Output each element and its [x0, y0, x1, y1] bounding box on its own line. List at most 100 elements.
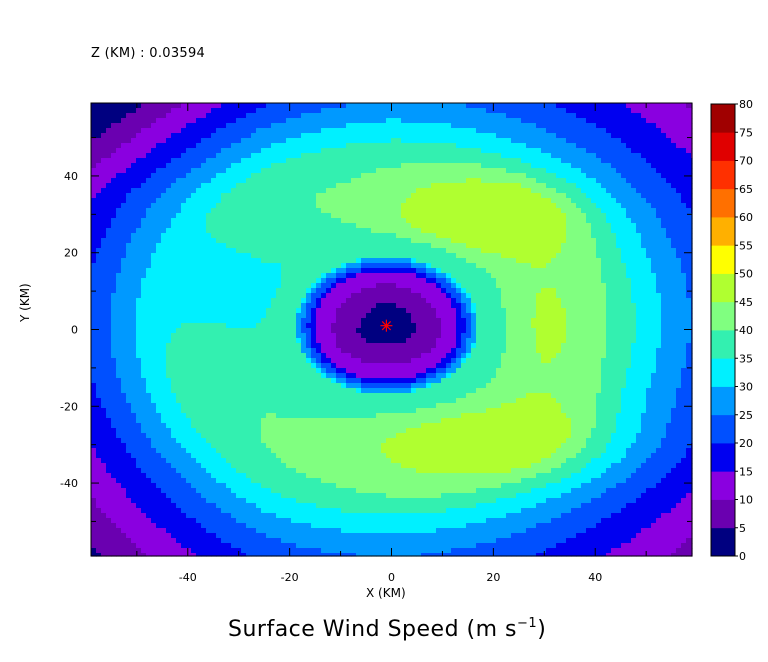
contour-cell	[561, 188, 567, 194]
contour-cell	[96, 133, 102, 139]
contour-cell	[396, 188, 402, 194]
contour-cell	[626, 248, 632, 254]
contour-cell	[261, 193, 267, 199]
contour-cell	[671, 243, 677, 249]
contour-cell	[321, 108, 327, 114]
contour-cell	[631, 238, 637, 244]
contour-cell	[546, 183, 552, 189]
contour-cell	[646, 163, 652, 169]
contour-cell	[371, 298, 377, 304]
contour-cell	[531, 293, 537, 299]
contour-cell	[231, 188, 237, 194]
contour-cell	[571, 158, 577, 164]
contour-cell	[336, 293, 342, 299]
contour-cell	[516, 288, 522, 294]
contour-cell	[426, 253, 432, 259]
contour-cell	[651, 208, 657, 214]
contour-cell	[406, 148, 412, 154]
contour-cell	[371, 208, 377, 214]
contour-cell	[246, 248, 252, 254]
contour-cell	[351, 158, 357, 164]
contour-cell	[341, 233, 347, 239]
contour-cell	[391, 118, 397, 124]
contour-cell	[286, 243, 292, 249]
contour-cell	[441, 163, 447, 169]
contour-cell	[491, 168, 497, 174]
contour-cell	[126, 138, 132, 144]
contour-cell	[621, 243, 627, 249]
contour-cell	[386, 303, 392, 309]
contour-cell	[116, 233, 122, 239]
contour-cell	[351, 223, 357, 229]
contour-cell	[526, 148, 532, 154]
contour-cell	[641, 278, 647, 284]
contour-cell	[311, 173, 317, 179]
contour-cell	[166, 148, 172, 154]
contour-cell	[456, 298, 462, 304]
contour-cell	[341, 118, 347, 124]
contour-cell	[501, 203, 507, 209]
contour-cell	[291, 258, 297, 264]
contour-cell	[176, 253, 182, 259]
contour-cell	[646, 278, 652, 284]
contour-cell	[241, 138, 247, 144]
contour-cell	[161, 108, 167, 114]
contour-cell	[441, 173, 447, 179]
contour-cell	[516, 258, 522, 264]
contour-cell	[121, 273, 127, 279]
contour-cell	[416, 243, 422, 249]
contour-cell	[296, 233, 302, 239]
contour-cell	[281, 168, 287, 174]
contour-cell	[481, 263, 487, 269]
contour-cell	[266, 168, 272, 174]
contour-cell	[661, 293, 667, 299]
contour-cell	[411, 163, 417, 169]
contour-cell	[351, 213, 357, 219]
contour-cell	[616, 253, 622, 259]
contour-cell	[161, 183, 167, 189]
contour-cell	[676, 238, 682, 244]
contour-cell	[606, 158, 612, 164]
contour-cell	[391, 263, 397, 269]
contour-cell	[461, 133, 467, 139]
contour-cell	[511, 233, 517, 239]
contour-cell	[626, 148, 632, 154]
contour-cell	[311, 168, 317, 174]
contour-cell	[131, 143, 137, 149]
contour-cell	[576, 283, 582, 289]
contour-cell	[496, 153, 502, 159]
contour-cell	[566, 258, 572, 264]
contour-cell	[671, 268, 677, 274]
contour-cell	[176, 243, 182, 249]
contour-cell	[431, 243, 437, 249]
contour-cell	[686, 183, 692, 189]
contour-cell	[171, 273, 177, 279]
contour-cell	[386, 198, 392, 204]
contour-cell	[431, 123, 437, 129]
contour-cell	[531, 228, 537, 234]
contour-cell	[181, 148, 187, 154]
contour-cell	[551, 153, 557, 159]
contour-cell	[211, 293, 217, 299]
contour-cell	[346, 278, 352, 284]
contour-cell	[431, 168, 437, 174]
contour-cell	[421, 303, 427, 309]
contour-cell	[596, 218, 602, 224]
contour-cell	[131, 158, 137, 164]
contour-cell	[356, 183, 362, 189]
contour-cell	[306, 143, 312, 149]
contour-cell	[266, 253, 272, 259]
contour-cell	[611, 143, 617, 149]
contour-cell	[636, 158, 642, 164]
contour-cell	[566, 268, 572, 274]
contour-cell	[156, 263, 162, 269]
contour-cell	[661, 203, 667, 209]
contour-cell	[496, 108, 502, 114]
contour-cell	[96, 198, 102, 204]
contour-cell	[661, 128, 667, 134]
contour-cell	[381, 168, 387, 174]
contour-cell	[101, 128, 107, 134]
contour-cell	[296, 103, 302, 109]
contour-cell	[521, 113, 527, 119]
contour-cell	[391, 208, 397, 214]
